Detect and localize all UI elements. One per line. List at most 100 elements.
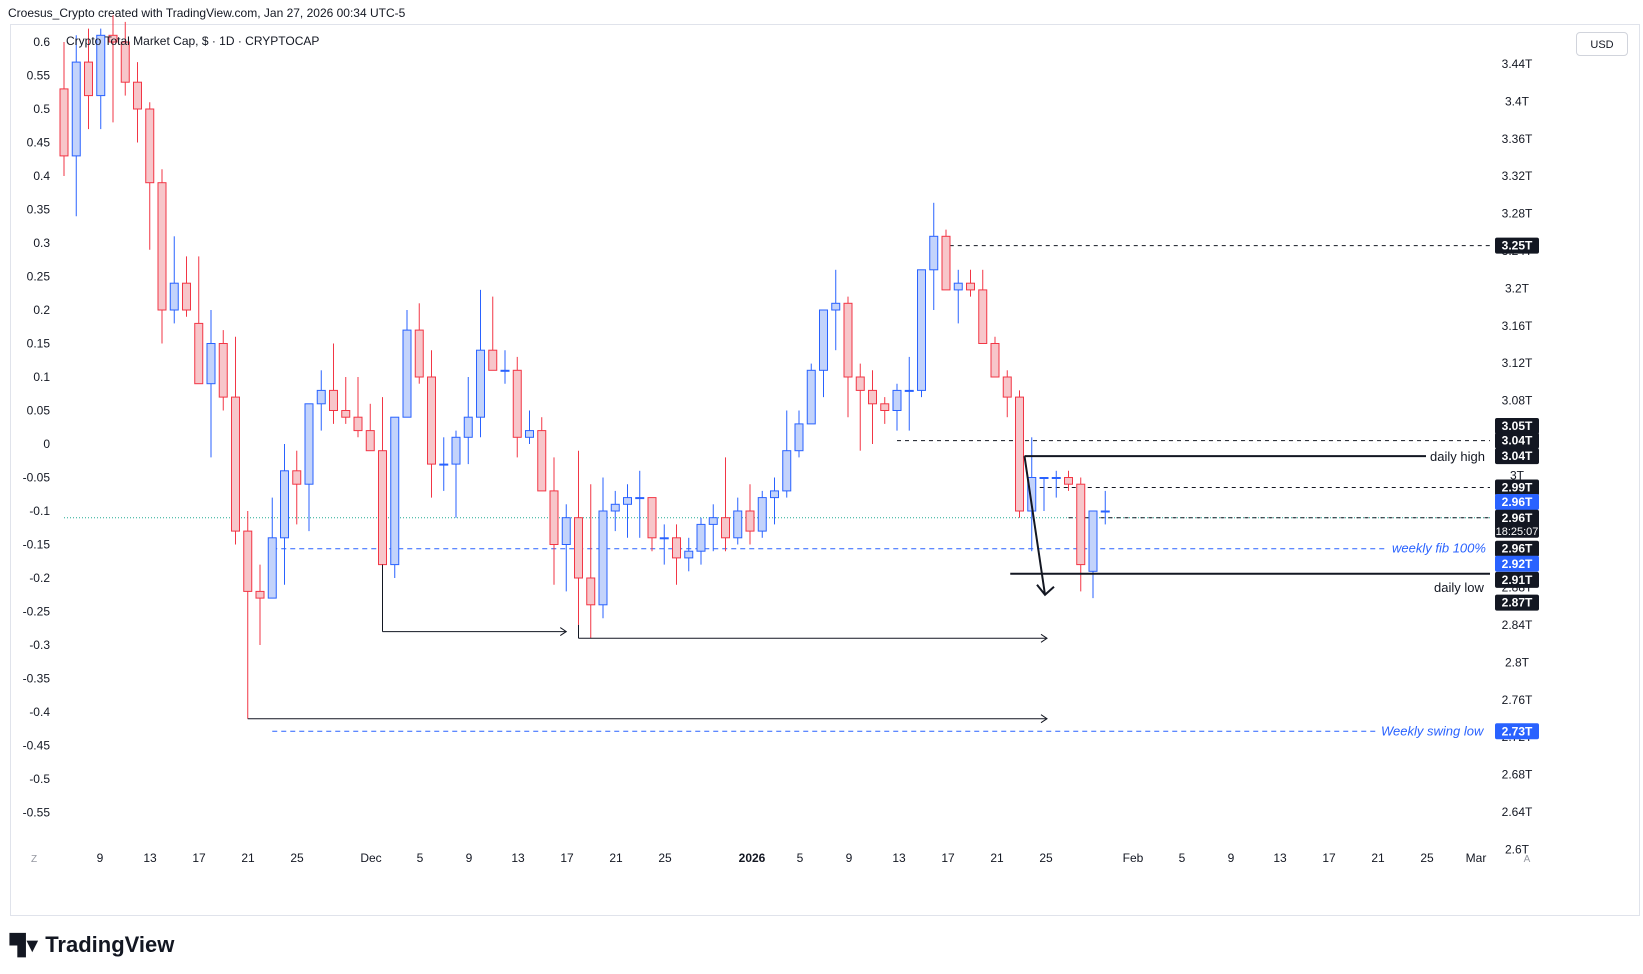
candle [353, 377, 363, 438]
candle [843, 296, 853, 418]
price-label-text: 2.96T [1502, 495, 1533, 509]
candle [402, 310, 412, 418]
daily-high-label: daily high [1430, 449, 1485, 464]
candle [806, 363, 816, 425]
price-label: 2.99T [1495, 479, 1539, 496]
candle [218, 330, 228, 411]
right-axis-tick: 3.16T [1502, 319, 1533, 333]
price-label-text: 2.96T [1502, 542, 1533, 556]
candle [512, 356, 522, 458]
time-axis-tick: 13 [892, 851, 906, 865]
countdown-timer: 18:25:07 [1496, 526, 1539, 538]
candle [855, 363, 865, 451]
time-axis-tick: 17 [1322, 851, 1336, 865]
candle [684, 537, 694, 572]
candle [488, 296, 498, 371]
candle [1076, 477, 1086, 592]
time-axis-tick: 9 [466, 851, 473, 865]
axis-corner-a[interactable]: A [1524, 854, 1531, 865]
time-axis-tick: 5 [417, 851, 424, 865]
left-axis-tick: 0.1 [33, 370, 50, 384]
chart-frame [10, 24, 1640, 916]
candle [59, 42, 69, 176]
candle [757, 490, 767, 538]
candle [1064, 470, 1073, 491]
candle [329, 343, 338, 424]
drawings [247, 455, 1490, 724]
time-axis-tick: 2026 [739, 851, 766, 865]
right-axis-tick: 3.12T [1502, 356, 1533, 370]
candle [990, 336, 1000, 378]
time-axis-tick: 17 [192, 851, 206, 865]
time-axis-tick: 17 [560, 851, 574, 865]
candle [476, 289, 485, 438]
candle [255, 564, 265, 645]
brand[interactable]: ▜▼ TradingView [10, 932, 174, 958]
price-label: 2.91T [1495, 571, 1539, 588]
candle [1100, 490, 1110, 525]
left-axis-tick: -0.3 [29, 638, 50, 652]
right-axis-tick: 2.76T [1502, 693, 1533, 707]
candle [243, 511, 253, 719]
candle [929, 202, 939, 310]
candle [451, 430, 461, 518]
price-label-text: 3.25T [1502, 239, 1533, 253]
candle [169, 236, 179, 324]
left-axis: 0.6 0.55 0.5 0.45 0.4 0.35 0.3 0.25 0.2 0.15 0.1 0.… [23, 35, 51, 820]
right-axis-tick: 3.4T [1505, 94, 1530, 108]
price-label-text: 2.91T [1502, 573, 1533, 587]
candle [978, 269, 988, 344]
right-axis-tick: 3.28T [1502, 207, 1533, 221]
time-axis-tick: 21 [241, 851, 255, 865]
left-axis-tick: 0.5 [33, 102, 50, 116]
horizontal-levels [64, 245, 1490, 732]
left-axis-tick: -0.4 [29, 705, 50, 719]
candle [561, 504, 571, 592]
weekly-fib-label: weekly fib 100% [1392, 541, 1486, 556]
time-axis[interactable]: 9 13 17 21 25 Dec 5 9 13 17 21 25 2026 5 9 13 17 21 25 Feb 5… [31, 851, 1531, 865]
axis-corner-z[interactable]: Z [31, 854, 37, 865]
candle [206, 310, 216, 458]
candle [782, 410, 792, 498]
candle [892, 383, 902, 431]
arrow-head [1040, 633, 1048, 643]
left-axis-tick: 0.05 [27, 404, 51, 418]
candle [84, 28, 93, 130]
candle [365, 403, 375, 452]
candle [904, 356, 914, 431]
price-label-text: 2.87T [1502, 596, 1533, 610]
time-axis-tick: 25 [1039, 851, 1053, 865]
left-axis-tick: -0.05 [23, 471, 51, 485]
candle [1002, 370, 1012, 418]
left-axis-tick: -0.45 [23, 739, 51, 753]
candle [108, 15, 118, 123]
left-axis-tick: 0.45 [27, 136, 51, 150]
candle [659, 524, 669, 565]
candle [463, 377, 473, 465]
left-axis-tick: 0.6 [33, 35, 50, 49]
tradingview-logo-icon: ▜▼ [10, 934, 42, 957]
candle [194, 256, 204, 385]
candle [1051, 470, 1061, 498]
candle [941, 229, 951, 291]
price-label-text: 3.05T [1502, 419, 1533, 433]
time-axis-tick: 5 [797, 851, 804, 865]
time-axis-tick: 21 [609, 851, 623, 865]
symbol-legend[interactable]: Crypto Total Market Cap, $ · 1D · CRYPTO… [66, 34, 320, 48]
price-label-text: 2.73T [1502, 724, 1533, 738]
time-axis-tick: 25 [290, 851, 304, 865]
currency-button[interactable]: USD [1576, 32, 1628, 56]
price-label: 2.96T [1495, 540, 1539, 557]
candle [414, 303, 424, 384]
left-axis-tick: 0.15 [27, 337, 51, 351]
candle [292, 450, 302, 525]
candle [623, 484, 632, 538]
chart-attribution: Croesus_Crypto created with TradingView.… [8, 6, 406, 20]
candle [574, 450, 583, 625]
price-labels: 3.25T3.05T3.04T3.04T2.99T2.96T2.96T18:25… [1495, 237, 1539, 740]
candles [59, 15, 1110, 719]
candle [378, 397, 387, 566]
time-axis-tick: 13 [511, 851, 525, 865]
time-axis-tick: 9 [1228, 851, 1235, 865]
